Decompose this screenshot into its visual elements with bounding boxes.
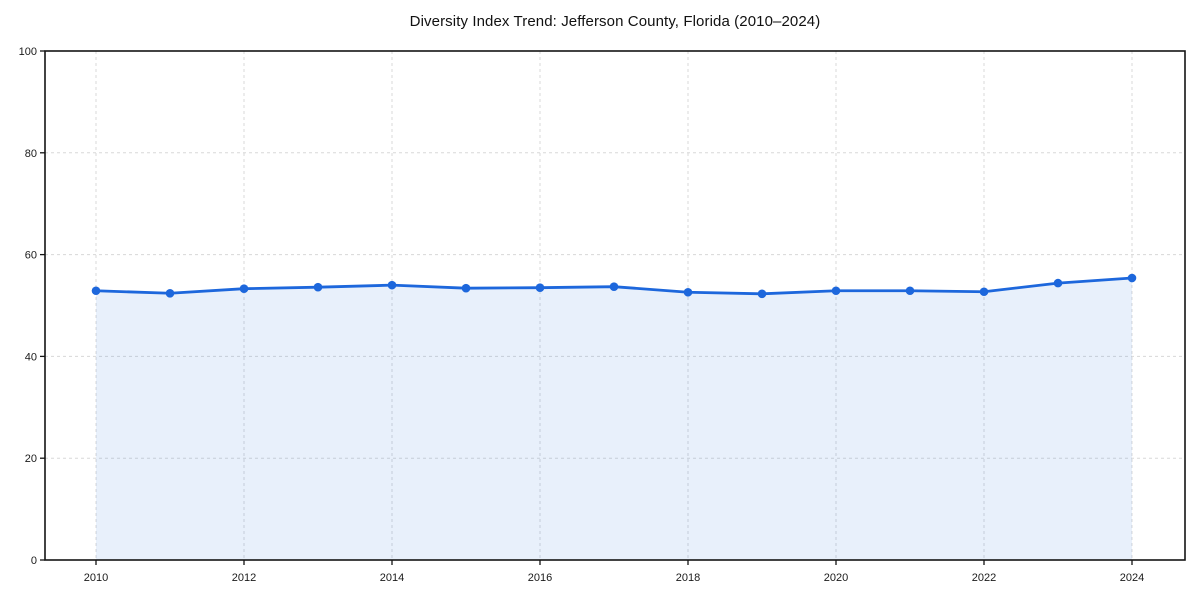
x-tick-label: 2010 <box>84 572 108 584</box>
data-point-2014 <box>387 280 397 290</box>
data-point-2010 <box>91 286 101 296</box>
axis-ticks <box>40 50 1133 565</box>
series-area-fill <box>96 278 1132 560</box>
y-tick-label: 60 <box>25 250 37 262</box>
data-point-2013 <box>313 282 323 292</box>
data-point-2021 <box>905 286 915 296</box>
data-point-2022 <box>979 287 989 297</box>
data-point-2023 <box>1053 278 1063 288</box>
x-tick-label: 2014 <box>380 572 404 584</box>
data-point-2024 <box>1127 273 1137 283</box>
gridlines <box>45 51 1185 560</box>
chart-title: Diversity Index Trend: Jefferson County,… <box>409 13 821 30</box>
data-point-2018 <box>683 287 693 297</box>
plot-border <box>44 50 1186 561</box>
x-tick-label: 2022 <box>972 572 996 584</box>
data-point-2019 <box>757 289 767 299</box>
data-point-2015 <box>461 283 471 293</box>
y-tick-label: 80 <box>25 148 37 160</box>
x-tick-label: 2012 <box>232 572 256 584</box>
data-point-2017 <box>609 282 619 291</box>
x-tick-label: 2016 <box>528 572 552 584</box>
data-point-2012 <box>239 284 249 294</box>
data-point-2016 <box>535 283 545 292</box>
x-tick-label: 2020 <box>824 572 848 584</box>
axis-tick-labels: 0 20 40 60 80 100 2010 2012 2014 2016 2018 2020 2022… <box>19 46 1145 584</box>
data-point-2011 <box>165 288 175 298</box>
x-tick-label: 2024 <box>1120 572 1144 584</box>
data-point-2020 <box>831 286 841 296</box>
y-tick-label: 0 <box>31 555 37 567</box>
y-tick-label: 100 <box>19 46 37 58</box>
y-tick-label: 40 <box>25 351 37 363</box>
y-tick-label: 20 <box>25 453 37 465</box>
series-markers <box>91 273 1137 299</box>
x-tick-label: 2018 <box>676 572 700 584</box>
